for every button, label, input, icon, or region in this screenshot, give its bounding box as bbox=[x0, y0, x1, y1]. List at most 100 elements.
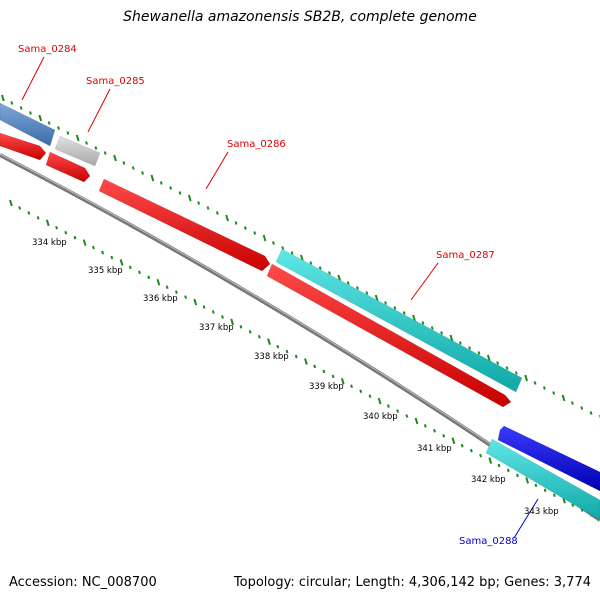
outer-tick bbox=[290, 251, 294, 255]
inner-tick bbox=[451, 437, 456, 445]
inner-tick bbox=[377, 397, 382, 405]
outer-tick bbox=[571, 401, 574, 405]
outer-tick bbox=[384, 301, 387, 305]
outer-tick bbox=[505, 366, 509, 370]
outer-tick bbox=[580, 406, 584, 410]
gene-label-sama-0288[interactable]: Sama_0288 bbox=[459, 536, 518, 547]
gene-label-sama-0285[interactable]: Sama_0285 bbox=[86, 76, 145, 87]
outer-tick bbox=[337, 274, 342, 282]
inner-tick bbox=[488, 457, 493, 464]
inner-tick bbox=[73, 235, 77, 240]
inner-tick bbox=[92, 245, 95, 250]
outer-tick bbox=[38, 114, 43, 122]
gene-feature-red-a[interactable] bbox=[0, 132, 47, 161]
inner-tick bbox=[552, 493, 556, 498]
leader-line-sama-0285 bbox=[87, 88, 111, 133]
outer-tick bbox=[430, 326, 434, 330]
outer-tick bbox=[113, 154, 117, 162]
inner-tick bbox=[230, 318, 235, 326]
gene-feature-red-c[interactable] bbox=[266, 263, 512, 408]
outer-tick bbox=[85, 141, 88, 145]
inner-tick bbox=[211, 310, 215, 314]
inner-tick bbox=[267, 338, 271, 345]
gene-feature-sama-0288[interactable] bbox=[497, 425, 600, 492]
map-title: Shewanella amazonensis SB2B, complete ge… bbox=[123, 9, 477, 25]
outer-tick bbox=[178, 191, 182, 195]
inner-tick bbox=[322, 369, 326, 374]
inner-tick bbox=[27, 211, 31, 215]
leader-line-sama-0286 bbox=[205, 151, 229, 190]
inner-tick bbox=[239, 325, 243, 329]
inner-tick bbox=[571, 503, 575, 507]
outer-tick-marks bbox=[1, 94, 600, 419]
outer-tick bbox=[57, 126, 60, 130]
outer-tick bbox=[486, 354, 491, 362]
inner-tick bbox=[433, 429, 436, 433]
outer-tick bbox=[281, 246, 285, 250]
outer-tick bbox=[542, 386, 546, 390]
outer-tick bbox=[412, 314, 416, 322]
inner-tick bbox=[497, 463, 501, 468]
inner-tick bbox=[193, 298, 198, 306]
gene-label-sama-0284[interactable]: Sama_0284 bbox=[18, 44, 77, 55]
outer-tick bbox=[215, 211, 219, 215]
gene-label-sama-0287[interactable]: Sama_0287 bbox=[436, 250, 495, 261]
inner-tick bbox=[350, 384, 353, 389]
gene-feature-cyan-lower[interactable] bbox=[485, 438, 600, 521]
outer-tick bbox=[66, 131, 70, 135]
kbp-label: 336 kbp bbox=[143, 294, 178, 304]
outer-tick bbox=[131, 166, 135, 170]
kbp-label: 340 kbp bbox=[363, 412, 398, 422]
gene-feature-red-b[interactable] bbox=[45, 151, 91, 183]
gene-feature-sama-0286[interactable] bbox=[98, 178, 271, 272]
inner-tick bbox=[64, 230, 68, 235]
outer-tick bbox=[19, 106, 23, 110]
outer-tick bbox=[300, 254, 304, 262]
inner-tick bbox=[543, 488, 547, 493]
kbp-label: 343 kbp bbox=[524, 507, 559, 517]
gene-feature-sama-0284[interactable] bbox=[0, 102, 56, 147]
genome-summary-text: Topology: circular; Length: 4,306,142 bp… bbox=[233, 575, 591, 590]
inner-tick bbox=[405, 414, 409, 418]
outer-tick bbox=[150, 174, 155, 182]
gene-labels: Sama_0284 Sama_0285 Sama_0286 Sama_0287 Sama… bbox=[18, 44, 518, 547]
outer-tick bbox=[402, 311, 406, 315]
inner-tick bbox=[396, 409, 400, 413]
inner-tick bbox=[516, 473, 519, 478]
outer-tick bbox=[187, 194, 192, 202]
kbp-label: 339 kbp bbox=[309, 382, 344, 392]
gene-feature-sama-0285[interactable] bbox=[54, 135, 101, 167]
inner-tick bbox=[331, 374, 335, 379]
inner-tick bbox=[423, 424, 427, 428]
inner-tick bbox=[276, 344, 280, 349]
outer-tick bbox=[75, 134, 80, 142]
label-leader-lines bbox=[21, 56, 539, 539]
outer-tick bbox=[103, 151, 107, 155]
leader-line-sama-0287 bbox=[410, 262, 439, 301]
outer-tick bbox=[589, 411, 593, 415]
outer-tick bbox=[524, 374, 529, 382]
outer-tick bbox=[552, 391, 556, 395]
outer-tick bbox=[328, 271, 331, 275]
inner-tick bbox=[479, 453, 483, 458]
outer-tick bbox=[561, 394, 566, 402]
inner-tick bbox=[248, 329, 252, 334]
inner-tick bbox=[119, 259, 124, 266]
inner-tick bbox=[156, 278, 161, 286]
gene-label-sama-0286[interactable]: Sama_0286 bbox=[227, 139, 286, 150]
leader-line-sama-0284 bbox=[21, 56, 45, 101]
outer-tick bbox=[318, 266, 322, 270]
inner-tick bbox=[110, 255, 114, 260]
outer-tick bbox=[122, 161, 126, 165]
outer-tick bbox=[141, 171, 145, 175]
inner-tick bbox=[45, 219, 50, 227]
gene-feature-sama-0287[interactable] bbox=[275, 248, 523, 393]
outer-tick bbox=[440, 331, 444, 335]
outer-tick bbox=[468, 346, 472, 350]
outer-tick bbox=[169, 186, 173, 190]
outer-tick bbox=[346, 281, 350, 285]
inner-tick bbox=[525, 477, 530, 484]
outer-tick bbox=[159, 181, 163, 185]
